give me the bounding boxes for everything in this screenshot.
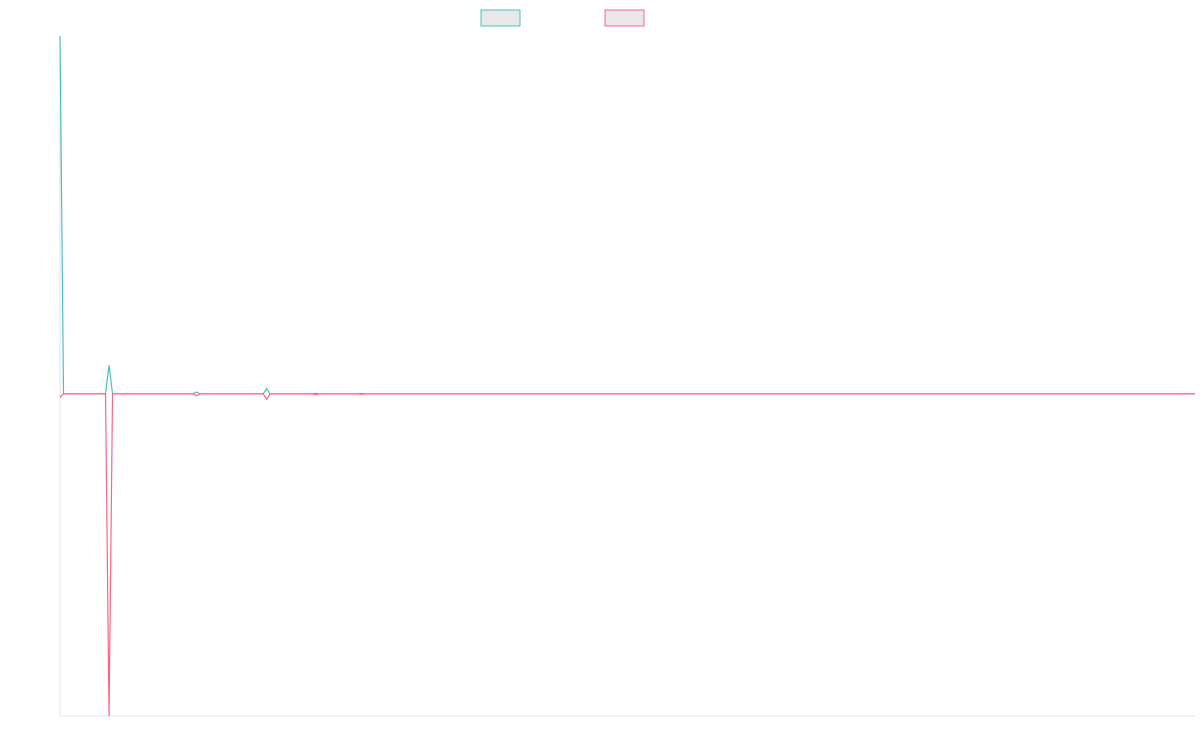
legend-swatch[interactable] xyxy=(480,9,521,27)
data-line xyxy=(59,35,1195,395)
data-line xyxy=(59,393,1195,717)
legend-swatch[interactable] xyxy=(604,9,645,27)
